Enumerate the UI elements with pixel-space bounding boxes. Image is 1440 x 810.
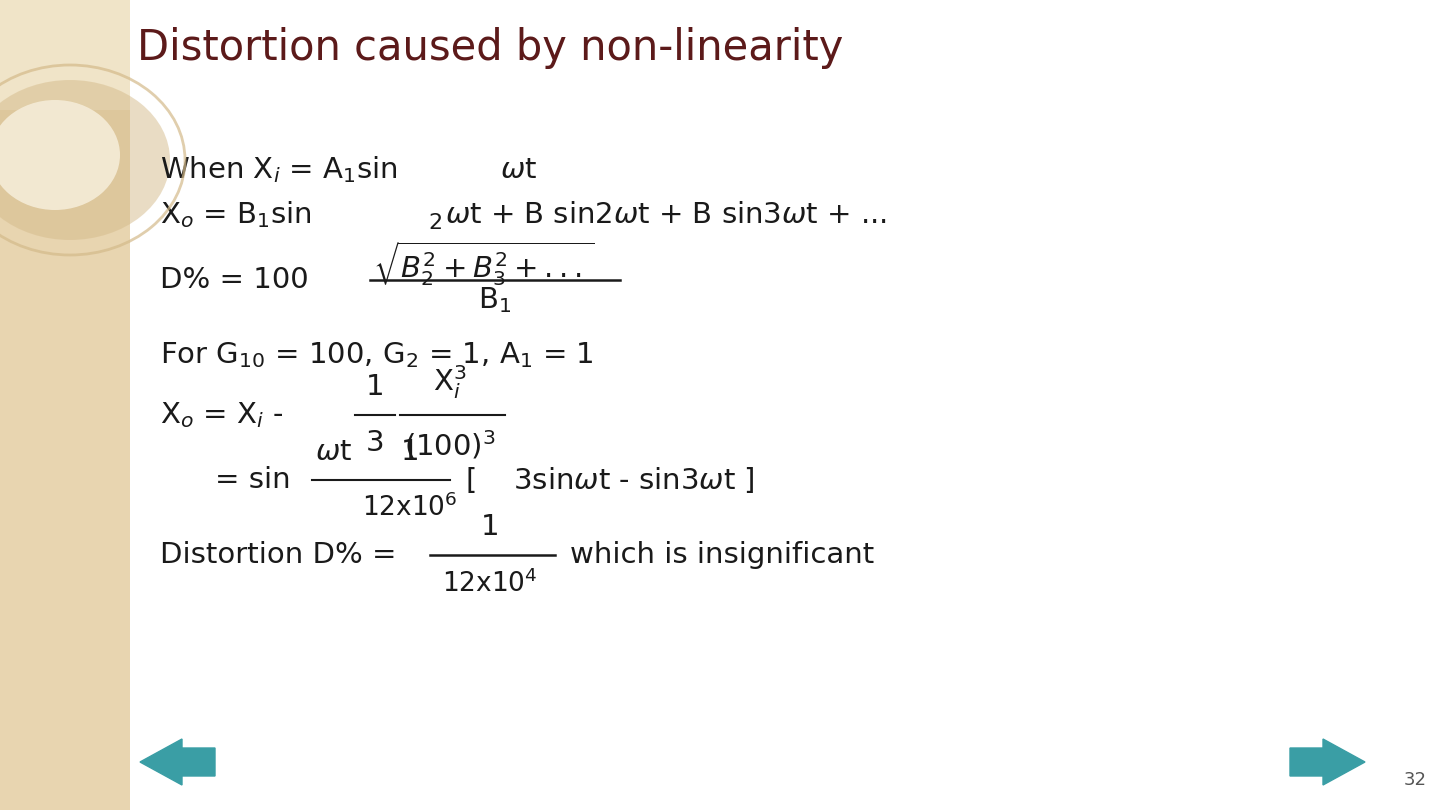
Text: X$_o$ = B$_1$sin: X$_o$ = B$_1$sin: [160, 199, 311, 230]
Text: 2: 2: [428, 213, 442, 233]
Text: 1: 1: [481, 513, 500, 541]
Text: 1: 1: [366, 373, 384, 401]
Text: B$_1$: B$_1$: [478, 285, 511, 315]
Text: X$_o$ = X$_i$ -: X$_o$ = X$_i$ -: [160, 400, 284, 430]
Ellipse shape: [0, 80, 170, 240]
Text: $\omega$t: $\omega$t: [500, 156, 537, 184]
Text: D% = 100: D% = 100: [160, 266, 308, 294]
FancyArrow shape: [1290, 739, 1365, 785]
Text: $\omega$t + B sin2$\omega$t + B sin3$\omega$t + ...: $\omega$t + B sin2$\omega$t + B sin3$\om…: [445, 201, 887, 229]
Text: [    3sin$\omega$t - sin3$\omega$t ]: [ 3sin$\omega$t - sin3$\omega$t ]: [465, 465, 755, 495]
Text: X$_i^3$: X$_i^3$: [433, 363, 467, 401]
Text: 12x10$^4$: 12x10$^4$: [442, 569, 537, 598]
Text: 12x10$^6$: 12x10$^6$: [363, 494, 458, 522]
Text: 3: 3: [366, 429, 384, 457]
Text: When X$_i$ = A$_1$sin: When X$_i$ = A$_1$sin: [160, 155, 397, 185]
Text: Distortion caused by non-linearity: Distortion caused by non-linearity: [137, 27, 844, 69]
Bar: [0, 0, 130, 110]
Text: (100)$^3$: (100)$^3$: [405, 429, 495, 462]
Text: 1: 1: [400, 438, 419, 466]
Text: which is insignificant: which is insignificant: [570, 541, 874, 569]
Text: = sin: = sin: [215, 466, 291, 494]
Text: 32: 32: [1404, 771, 1427, 789]
Ellipse shape: [0, 100, 120, 210]
Text: Distortion D% =: Distortion D% =: [160, 541, 396, 569]
Text: $\omega$t: $\omega$t: [315, 438, 353, 466]
FancyArrow shape: [140, 739, 215, 785]
Bar: [0, 0, 130, 810]
Text: $\sqrt{B_2^2 + B_3^2 + ...}$: $\sqrt{B_2^2 + B_3^2 + ...}$: [373, 240, 595, 288]
Text: For G$_{10}$ = 100, G$_2$ = 1, A$_1$ = 1: For G$_{10}$ = 100, G$_2$ = 1, A$_1$ = 1: [160, 340, 593, 370]
